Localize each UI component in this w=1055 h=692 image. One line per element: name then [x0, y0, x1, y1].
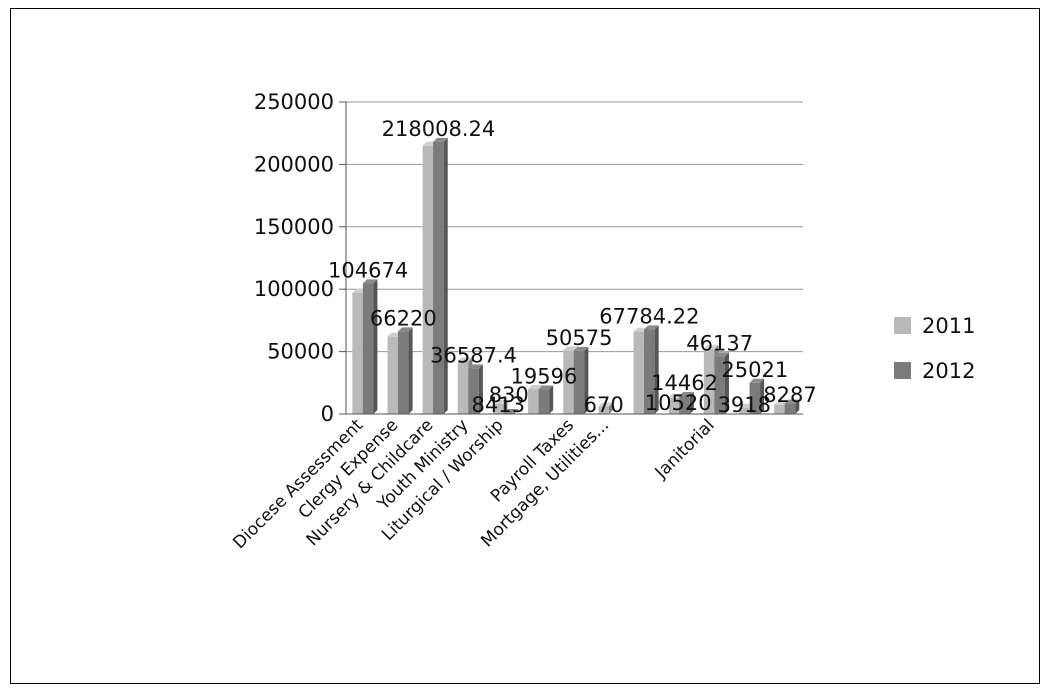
bar-side [373, 279, 378, 414]
bar-2011 [598, 406, 609, 414]
bar-2012 [468, 368, 479, 414]
data-label: 8413 [471, 393, 524, 417]
bar-top [503, 408, 519, 413]
bar-2012 [433, 141, 444, 414]
bar-2011 [528, 389, 539, 414]
bar-side [608, 402, 613, 414]
chart: 0 50000 100000 150000 200000 250000 Diocese A… [229, 90, 975, 553]
bar-2012 [784, 403, 796, 414]
data-label: 25021 [721, 358, 788, 382]
bar-2012 [538, 389, 550, 414]
bar-side [760, 378, 765, 414]
legend: 2011 2012 [894, 314, 975, 383]
bar-side [514, 408, 519, 414]
bar-2012 [644, 329, 655, 414]
data-label: 67784.22 [599, 304, 699, 328]
y-tick-label: 200000 [254, 152, 334, 176]
y-tick-label: 0 [321, 402, 334, 426]
bar-2011 [492, 404, 504, 414]
data-labels: 8413 670 3918 104674 66220 218008.24 36587.4 83… [328, 117, 817, 417]
bar-2012 [714, 356, 725, 414]
bar-2011 [387, 336, 399, 414]
legend-label: 2011 [922, 314, 975, 338]
bar-2011 [739, 407, 750, 414]
bar-side [478, 364, 483, 414]
data-label: 3918 [718, 393, 771, 417]
data-label: 36587.4 [430, 343, 517, 367]
bar-top [563, 346, 578, 351]
data-label: 66220 [370, 306, 437, 330]
bar-top [528, 385, 543, 390]
bar-side [654, 325, 659, 414]
bar-2011 [703, 349, 715, 414]
bar-2012 [679, 395, 690, 414]
data-label: 218008.24 [382, 117, 496, 141]
bar-top [433, 137, 448, 142]
bar-side [443, 137, 448, 414]
bar-2011 [352, 292, 363, 414]
y-tick-label: 250000 [254, 90, 334, 114]
bar-top [457, 357, 473, 362]
chart-frame: 0 50000 100000 150000 200000 250000 Diocese A… [10, 8, 1040, 684]
data-label: 46137 [686, 331, 753, 355]
y-tick-label: 100000 [254, 277, 334, 301]
axes [345, 102, 803, 415]
bar-2012 [362, 283, 374, 414]
bar-2012 [749, 382, 761, 414]
bar-side [724, 352, 729, 414]
bar-top [784, 399, 800, 404]
bar-top [573, 346, 589, 351]
bar-top [492, 400, 508, 405]
y-tick-label: 50000 [267, 340, 334, 364]
bars [352, 137, 800, 414]
bar-top [749, 378, 765, 383]
bar-top [362, 279, 378, 284]
bar-top [538, 385, 554, 390]
bar-top [703, 345, 719, 350]
bar-2011 [457, 361, 469, 414]
data-label: 10520 [645, 391, 712, 415]
bar-side [689, 391, 694, 414]
bar-top [468, 364, 483, 369]
bar-side [549, 385, 554, 414]
bar-top [644, 325, 659, 330]
data-label: 19596 [511, 365, 578, 389]
bar-side [795, 399, 800, 414]
bar-2012 [398, 331, 409, 414]
bar-2012 [503, 412, 515, 414]
data-label: 104674 [328, 258, 408, 282]
bar-2011 [422, 145, 434, 414]
bar-2011 [563, 350, 574, 414]
bar-top [598, 402, 613, 407]
bar-top [398, 327, 413, 332]
bar-2011 [633, 331, 645, 414]
bar-2011 [774, 404, 785, 414]
category-label: Janitorial [651, 415, 719, 483]
bar-2011 [668, 397, 680, 414]
data-label: 830 [489, 383, 529, 407]
y-tick-label: 150000 [254, 215, 334, 239]
data-label: 670 [584, 393, 624, 417]
bar-top [679, 391, 694, 396]
legend-swatch-2011 [894, 317, 911, 334]
bar-top [714, 352, 729, 357]
legend-swatch-2012 [894, 362, 911, 379]
y-axis-ticks: 0 50000 100000 150000 200000 250000 [254, 90, 334, 426]
legend-label: 2012 [922, 359, 975, 383]
data-label: 8287 [763, 383, 816, 407]
bar-side [408, 327, 413, 414]
data-label: 50575 [546, 326, 613, 350]
data-label: 14462 [651, 371, 718, 395]
bar-2012 [573, 350, 585, 414]
bar-side [584, 346, 589, 414]
